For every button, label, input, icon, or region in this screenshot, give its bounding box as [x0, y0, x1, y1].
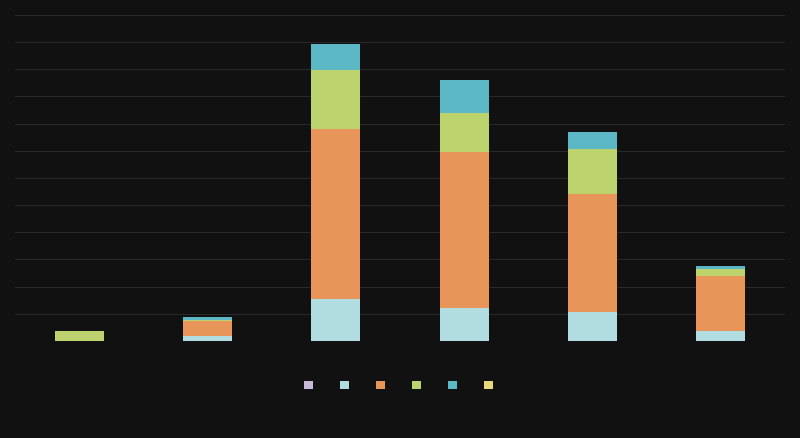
Bar: [311, 129, 360, 299]
Bar: [568, 311, 617, 341]
Bar: [183, 336, 232, 341]
Bar: [568, 148, 617, 194]
Bar: [440, 80, 489, 113]
Bar: [183, 320, 232, 321]
Bar: [568, 132, 617, 148]
Legend: , , , , , : , , , , ,: [300, 377, 500, 395]
Bar: [568, 194, 617, 311]
Bar: [697, 269, 746, 276]
Bar: [183, 317, 232, 320]
Bar: [311, 299, 360, 341]
Bar: [697, 331, 746, 341]
Bar: [183, 321, 232, 336]
Bar: [697, 266, 746, 269]
Bar: [54, 331, 103, 341]
Bar: [311, 44, 360, 71]
Bar: [440, 113, 489, 152]
Bar: [440, 152, 489, 308]
Bar: [311, 71, 360, 129]
Bar: [440, 308, 489, 341]
Bar: [697, 276, 746, 331]
